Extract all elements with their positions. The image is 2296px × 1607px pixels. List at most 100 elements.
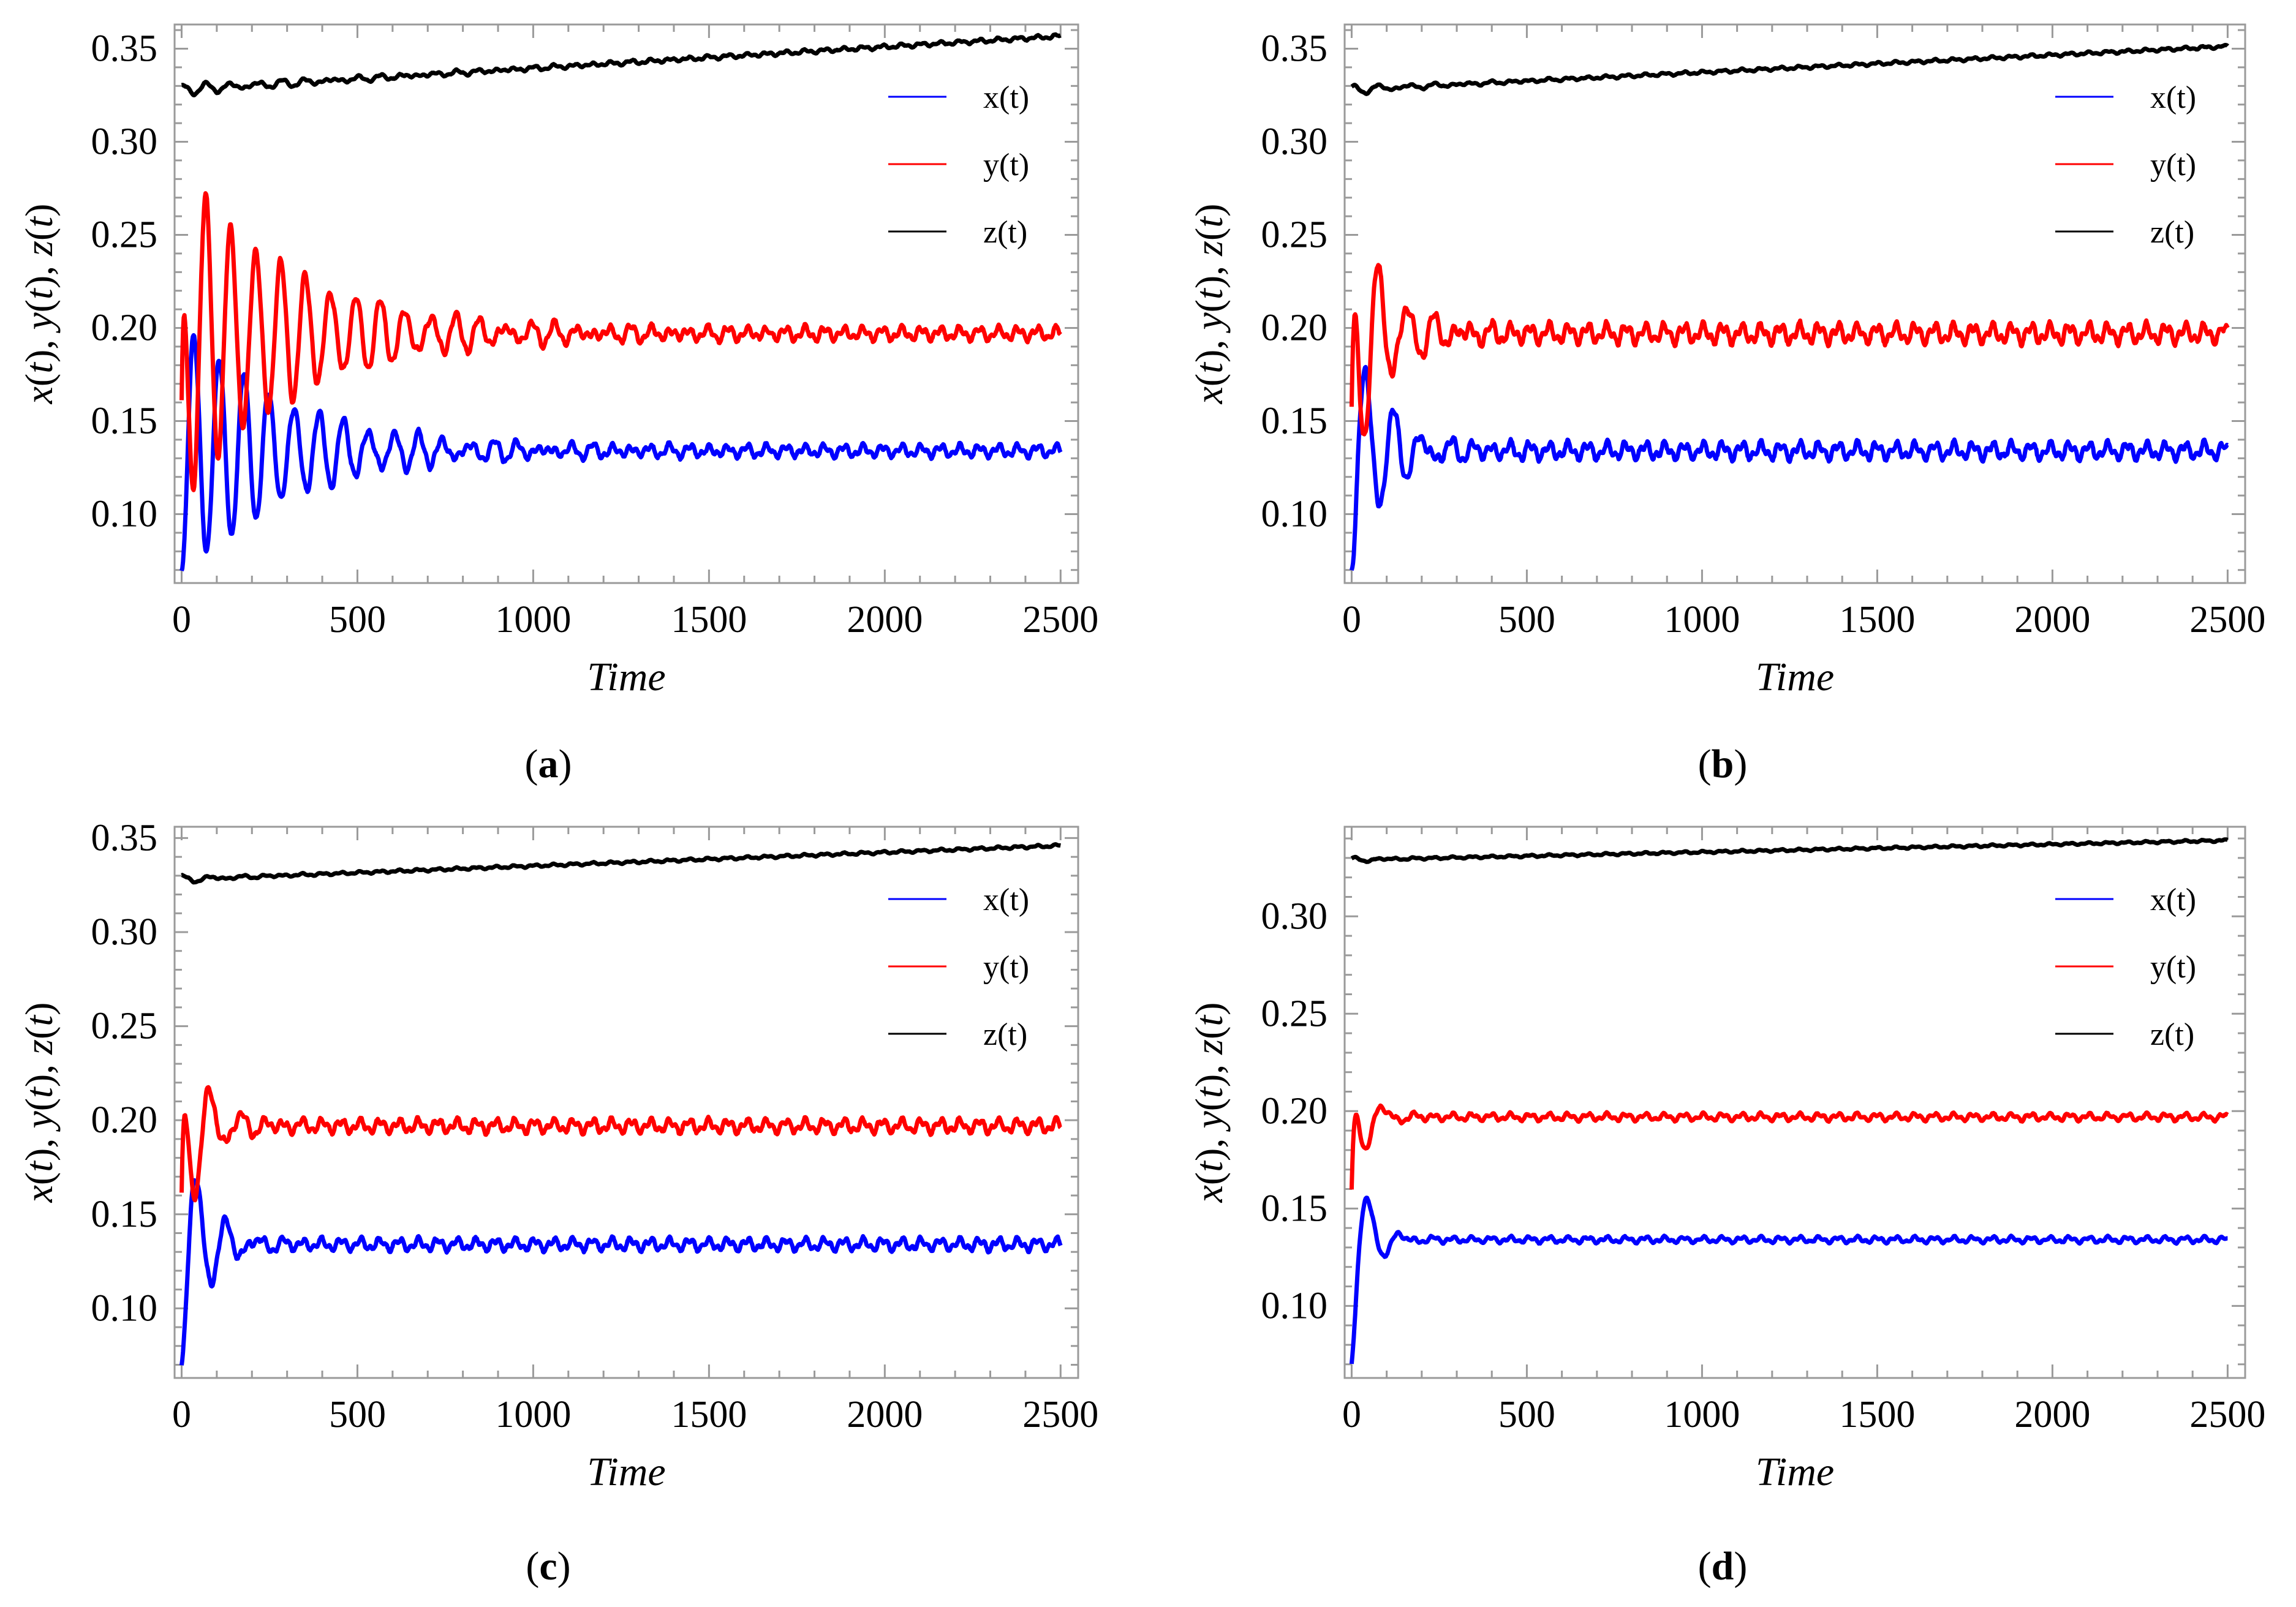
y-axis-label-part: x — [17, 386, 61, 404]
x-tick-label: 1500 — [1839, 1394, 1915, 1436]
legend-label: z(t) — [2150, 1017, 2194, 1052]
x-tick-label: 500 — [1498, 599, 1555, 641]
caption-a: (a) — [524, 742, 572, 786]
x-ticks — [1350, 24, 2229, 583]
legend-label: z(t) — [983, 215, 1027, 250]
x-tick-label: 2000 — [2014, 1394, 2090, 1436]
legend: x(t) y(t) z(t) — [2055, 80, 2196, 250]
legend: x(t) y(t) z(t) — [2055, 883, 2196, 1052]
y-tick-label: 0.30 — [91, 121, 158, 163]
y-axis-label-part: t — [1187, 1160, 1231, 1172]
y-axis-label-part: ) — [17, 1003, 61, 1015]
y-axis-label-part: t — [17, 1014, 61, 1026]
legend-label: z(t) — [2150, 215, 2194, 250]
y-ticks — [1345, 837, 2245, 1366]
legend-label: x(t) — [2150, 883, 2196, 917]
y-axis-label-part: ), — [1187, 256, 1231, 288]
y-axis-label-part: y — [17, 312, 61, 334]
x-ticks — [180, 827, 1062, 1378]
y-axis-label-part: t — [17, 287, 61, 299]
y-tick-label: 0.35 — [1261, 28, 1328, 70]
y-tick-label: 0.20 — [1261, 307, 1328, 349]
y-axis-label: x(t), y(t), z(t) — [17, 1003, 61, 1203]
y-tick-label: 0.15 — [91, 401, 158, 442]
y-axis-label-part: x — [1187, 1185, 1231, 1203]
x-tick-label: 1000 — [495, 1394, 571, 1436]
x-ticks — [180, 24, 1062, 583]
x-axis-label: Time — [587, 1450, 665, 1494]
x-tick-label: 0 — [1342, 1394, 1361, 1436]
y-axis-label-part: x — [17, 1185, 61, 1203]
y-axis-label-part: ( — [1187, 1172, 1231, 1185]
x-ticks — [1350, 827, 2229, 1378]
y-tick-label: 0.10 — [91, 494, 158, 535]
y-axis-label-part: ), — [1187, 1055, 1231, 1087]
y-axis-label-part: ) — [1187, 204, 1231, 217]
y-axis-label-part: y — [1187, 1111, 1231, 1132]
y-axis-label-part: ), — [17, 256, 61, 288]
y-axis-label-part: ( — [1187, 374, 1231, 386]
series-x(t) — [1349, 1195, 2229, 1364]
legend: x(t) y(t) z(t) — [888, 80, 1029, 250]
y-tick-label: 0.20 — [91, 1099, 158, 1141]
legend: x(t) y(t) z(t) — [888, 883, 1029, 1052]
plot-frame — [1343, 23, 2246, 584]
y-axis-label-part: t — [17, 216, 61, 228]
y-tick-label: 0.15 — [1261, 1187, 1328, 1229]
x-tick-label: 2500 — [2189, 599, 2265, 641]
y-axis-label-part: y — [1187, 312, 1231, 334]
y-axis-label-part: t — [1187, 361, 1231, 374]
y-axis-label-part: ) — [1187, 1003, 1231, 1015]
y-axis-label-part: ( — [1187, 228, 1231, 241]
y-axis-label: x(t), y(t), z(t) — [17, 204, 61, 405]
legend-label: x(t) — [2150, 80, 2196, 115]
y-axis-label-part: ), — [1187, 1129, 1231, 1161]
y-tick-label: 0.15 — [91, 1194, 158, 1235]
panel-c: 0 500 1000 1500 2000 2500 0.10 0.15 0.20 0.25 0.30… — [17, 817, 1098, 1494]
y-axis-label-part: ) — [17, 204, 61, 217]
y-axis-label-part: ), — [17, 1055, 61, 1087]
y-tick-label: 0.15 — [1261, 401, 1328, 442]
y-tick-label: 0.10 — [1261, 1285, 1328, 1327]
y-axis-label-part: t — [1187, 1086, 1231, 1098]
legend-label: y(t) — [983, 148, 1029, 183]
y-axis-label-part: t — [17, 1160, 61, 1172]
legend-label: y(t) — [2150, 148, 2196, 183]
y-axis-label-part: x — [1187, 386, 1231, 404]
series-x(t) — [179, 1178, 1063, 1366]
plot-frame — [173, 826, 1079, 1379]
series-y(t) — [179, 1085, 1062, 1203]
y-tick-label: 0.25 — [91, 1006, 158, 1047]
x-tick-label: 1000 — [1664, 1394, 1740, 1436]
panel-d: 0 500 1000 1500 2000 2500 0.10 0.15 0.20 0.25 0.30… — [1187, 826, 2265, 1494]
plot-frame — [1343, 826, 2246, 1379]
y-tick-label: 0.20 — [1261, 1090, 1328, 1132]
x-tick-label: 0 — [1342, 599, 1361, 641]
y-tick-label: 0.30 — [91, 911, 158, 953]
x-tick-label: 500 — [329, 599, 386, 641]
y-axis-label-part: t — [1187, 1014, 1231, 1026]
y-axis-label: x(t), y(t), z(t) — [1187, 1003, 1231, 1203]
y-axis-label-part: ), — [1187, 330, 1231, 363]
y-axis-label-part: y — [17, 1111, 61, 1132]
x-tick-label: 2500 — [1022, 599, 1098, 641]
x-tick-label: 2000 — [847, 599, 923, 641]
y-tick-label: 0.30 — [1261, 121, 1328, 163]
series-z(t) — [180, 842, 1062, 885]
y-axis-label: x(t), y(t), z(t) — [1187, 204, 1231, 405]
legend-label: x(t) — [983, 80, 1029, 115]
y-axis-label-part: ( — [17, 228, 61, 241]
y-axis-label-part: ( — [1187, 1026, 1231, 1039]
y-axis-label-part: ), — [17, 330, 61, 363]
x-tick-label: 500 — [1498, 1394, 1555, 1436]
y-ticks — [175, 837, 1078, 1366]
series-z(t) — [180, 32, 1062, 97]
series-z(t) — [1350, 43, 2229, 96]
y-axis-label-part: ( — [17, 1026, 61, 1039]
caption-b: (b) — [1697, 742, 1748, 786]
legend-label: z(t) — [983, 1017, 1027, 1052]
x-tick-label: 0 — [172, 599, 191, 641]
y-axis-label-part: z — [17, 1039, 61, 1055]
y-ticks — [1345, 29, 2245, 571]
y-tick-label: 0.25 — [91, 214, 158, 256]
